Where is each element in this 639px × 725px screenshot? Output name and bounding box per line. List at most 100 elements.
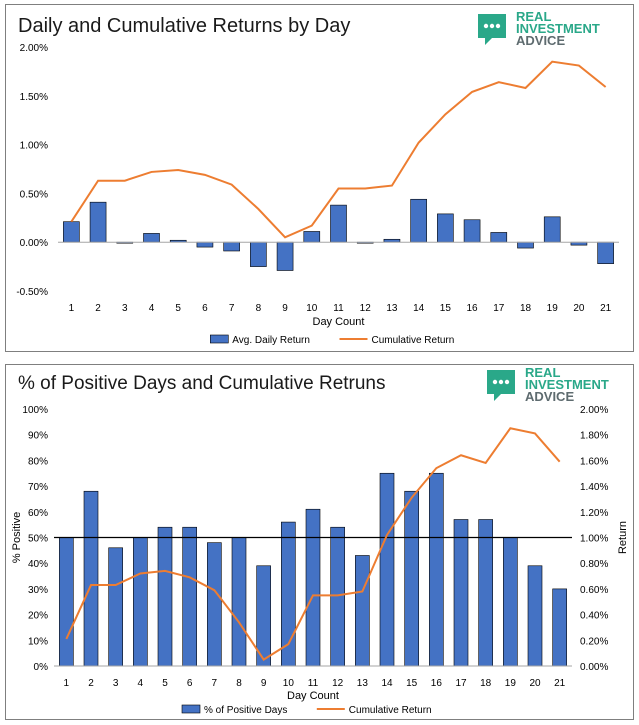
x-tick-label: 20 <box>529 678 541 689</box>
y2-tick-label: 1.40% <box>580 482 608 493</box>
bar <box>223 241 240 252</box>
x-tick-label: 12 <box>360 303 372 314</box>
x-tick-label: 11 <box>308 678 319 689</box>
x-tick-label: 14 <box>381 678 393 689</box>
x-tick-label: 13 <box>386 303 398 314</box>
y-tick-label: 1.00% <box>20 141 48 152</box>
brand-logo: REAL INVESTMENT ADVICE <box>483 365 609 404</box>
x-tick-label: 5 <box>162 678 168 689</box>
bar <box>63 221 80 243</box>
x-tick-label: 16 <box>467 303 479 314</box>
bar <box>303 231 321 243</box>
x-tick-label: 3 <box>122 303 128 314</box>
brand-line1: REAL <box>525 365 561 380</box>
bar <box>250 241 267 267</box>
legend-line-label: Cumulative Return <box>349 705 432 716</box>
y-tick-label: 30% <box>28 585 48 596</box>
y-tick-label: 90% <box>28 431 48 442</box>
x-axis-title: Day Count <box>287 690 339 702</box>
x-tick-label: 1 <box>64 678 70 689</box>
x-tick-label: 3 <box>113 678 119 689</box>
legend-bar-label: % of Positive Days <box>204 705 287 716</box>
bar <box>410 198 427 243</box>
y2-tick-label: 1.80% <box>580 431 608 442</box>
bar <box>404 490 419 667</box>
bar <box>133 537 148 667</box>
x-tick-label: 7 <box>212 678 218 689</box>
x-tick-label: 19 <box>505 678 517 689</box>
bar <box>437 213 454 243</box>
bar <box>143 233 160 243</box>
bar <box>543 216 561 243</box>
brand-line1: REAL <box>516 9 552 24</box>
bar <box>552 588 567 667</box>
x-tick-label: 10 <box>283 678 295 689</box>
bar <box>231 537 247 667</box>
x-tick-label: 21 <box>600 303 612 314</box>
bar <box>490 232 508 243</box>
legend-bar-label: Avg. Daily Return <box>232 335 310 346</box>
chart-title: Daily and Cumulative Returns by Day <box>18 15 351 37</box>
x-tick-label: 6 <box>187 678 193 689</box>
x-tick-label: 15 <box>440 303 452 314</box>
bar <box>89 201 107 243</box>
x-tick-label: 17 <box>455 678 467 689</box>
y-tick-label: 100% <box>22 405 48 416</box>
bar <box>503 537 518 667</box>
brand-line3: ADVICE <box>525 389 575 404</box>
bar <box>517 241 534 249</box>
legend-bar-swatch <box>210 334 229 344</box>
bar <box>597 241 614 264</box>
x-tick-label: 2 <box>95 303 101 314</box>
x-tick-label: 15 <box>406 678 418 689</box>
y-tick-label: 40% <box>28 559 48 570</box>
legend-line-label: Cumulative Return <box>372 335 455 346</box>
x-tick-label: 16 <box>431 678 443 689</box>
y-tick-label: 10% <box>28 636 48 647</box>
y-tick-label: 0.50% <box>20 189 48 200</box>
y-tick-label: 1.50% <box>20 92 48 103</box>
bar <box>330 204 347 243</box>
bar <box>83 490 99 667</box>
bar <box>463 219 481 243</box>
chat-bubble-icon <box>478 14 506 45</box>
y-tick-label: 80% <box>28 456 48 467</box>
x-tick-label: 10 <box>306 303 318 314</box>
y-tick-label: 20% <box>28 611 48 622</box>
x-tick-label: 2 <box>88 678 94 689</box>
x-axis-title: Day Count <box>313 316 365 328</box>
x-tick-label: 11 <box>333 303 344 314</box>
x-tick-label: 5 <box>175 303 181 314</box>
bar <box>276 241 294 271</box>
bar <box>157 526 173 667</box>
bar <box>59 537 74 667</box>
bar <box>108 547 123 667</box>
x-tick-label: 13 <box>357 678 369 689</box>
x-tick-label: 19 <box>547 303 559 314</box>
y2-tick-label: 0.40% <box>580 611 608 622</box>
brand-line2: INVESTMENT <box>525 377 609 392</box>
x-tick-label: 21 <box>554 678 566 689</box>
y2-tick-label: 1.60% <box>580 456 608 467</box>
y-tick-label: 60% <box>28 508 48 519</box>
x-tick-label: 4 <box>149 303 155 314</box>
y2-tick-label: 0.60% <box>580 585 608 596</box>
chat-bubble-icon <box>487 370 515 401</box>
x-tick-label: 9 <box>282 303 288 314</box>
daily-returns-chart-panel: Daily and Cumulative Returns by Day REAL… <box>5 4 634 352</box>
x-tick-label: 14 <box>413 303 425 314</box>
y-tick-label: 70% <box>28 482 48 493</box>
brand-line3: ADVICE <box>516 33 566 48</box>
y2-tick-label: 1.20% <box>580 508 608 519</box>
bar <box>355 555 370 667</box>
bar <box>330 526 345 667</box>
brand-line2: INVESTMENT <box>516 21 600 36</box>
bar <box>379 472 395 667</box>
chart-title: % of Positive Days and Cumulative Retrun… <box>18 373 386 394</box>
x-tick-label: 12 <box>332 678 344 689</box>
y2-tick-label: 0.80% <box>580 559 608 570</box>
y2-tick-label: 1.00% <box>580 534 608 545</box>
x-tick-label: 1 <box>69 303 75 314</box>
y2-tick-label: 0.20% <box>580 636 608 647</box>
positive-days-chart: 0% 10% 20% 30% 40% 50% 60% 70% 80% 90% 100% 0.00% 0.… <box>11 405 629 716</box>
